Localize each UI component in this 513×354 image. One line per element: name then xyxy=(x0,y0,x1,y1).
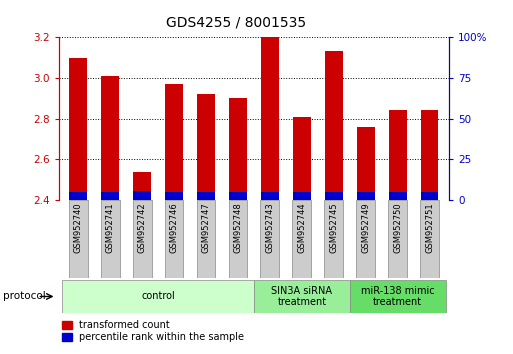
Bar xyxy=(133,191,151,200)
Text: SIN3A siRNA
treatment: SIN3A siRNA treatment xyxy=(271,286,332,307)
Bar xyxy=(420,200,439,278)
Bar xyxy=(254,280,350,313)
Text: GSM952746: GSM952746 xyxy=(169,202,179,253)
Bar xyxy=(101,200,120,278)
Bar xyxy=(357,127,374,200)
Bar xyxy=(229,98,247,200)
Text: GSM952744: GSM952744 xyxy=(298,202,306,253)
Text: GSM952749: GSM952749 xyxy=(361,202,370,253)
Bar xyxy=(421,110,439,200)
Bar xyxy=(325,51,343,200)
Bar xyxy=(102,76,119,200)
Bar xyxy=(325,192,343,200)
Text: control: control xyxy=(141,291,175,302)
Bar xyxy=(293,116,311,200)
Bar xyxy=(165,84,183,200)
Bar xyxy=(133,171,151,200)
Bar xyxy=(197,94,215,200)
Bar xyxy=(421,192,439,200)
Text: GSM952748: GSM952748 xyxy=(233,202,243,253)
Text: GSM952747: GSM952747 xyxy=(202,202,210,253)
Bar xyxy=(293,192,311,200)
Bar xyxy=(196,200,215,278)
Legend: transformed count, percentile rank within the sample: transformed count, percentile rank withi… xyxy=(62,320,244,342)
Bar xyxy=(165,192,183,200)
Bar xyxy=(350,280,446,313)
Bar xyxy=(165,200,184,278)
Bar xyxy=(261,192,279,200)
Bar xyxy=(197,192,215,200)
Text: miR-138 mimic
treatment: miR-138 mimic treatment xyxy=(361,286,435,307)
Bar xyxy=(102,192,119,200)
Bar xyxy=(357,192,374,200)
Text: GSM952745: GSM952745 xyxy=(329,202,339,253)
Bar xyxy=(389,192,406,200)
Text: GSM952750: GSM952750 xyxy=(393,202,402,253)
Text: GDS4255 / 8001535: GDS4255 / 8001535 xyxy=(166,16,306,30)
Bar xyxy=(389,110,406,200)
Text: protocol: protocol xyxy=(3,291,45,302)
Bar xyxy=(228,200,247,278)
Bar xyxy=(261,37,279,200)
Bar xyxy=(388,200,407,278)
Bar xyxy=(292,200,311,278)
Bar xyxy=(69,192,87,200)
Bar xyxy=(69,57,87,200)
Bar xyxy=(357,200,375,278)
Text: GSM952743: GSM952743 xyxy=(265,202,274,253)
Bar xyxy=(229,192,247,200)
Text: GSM952741: GSM952741 xyxy=(106,202,114,253)
Bar xyxy=(261,200,280,278)
Text: GSM952740: GSM952740 xyxy=(74,202,83,253)
Bar xyxy=(62,280,254,313)
Bar xyxy=(133,200,151,278)
Bar xyxy=(69,200,88,278)
Text: GSM952751: GSM952751 xyxy=(425,202,434,253)
Bar xyxy=(324,200,343,278)
Text: GSM952742: GSM952742 xyxy=(137,202,147,253)
